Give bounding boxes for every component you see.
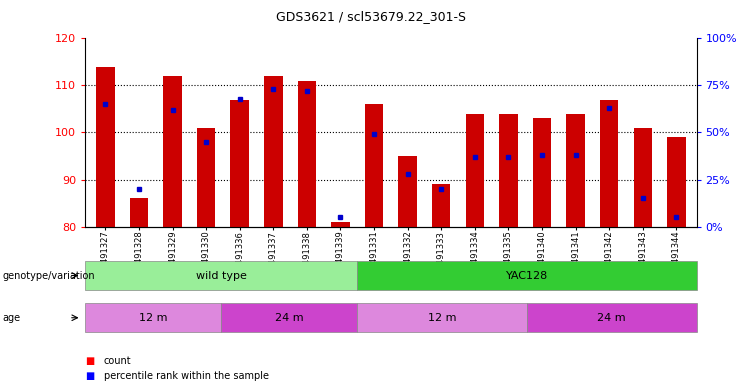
Bar <box>667 137 685 227</box>
Bar <box>499 114 518 227</box>
Bar <box>298 81 316 227</box>
Bar <box>365 104 383 227</box>
Bar <box>634 128 652 227</box>
Bar <box>96 67 115 227</box>
Bar <box>399 156 417 227</box>
Bar <box>432 184 451 227</box>
Text: 24 m: 24 m <box>275 313 303 323</box>
Text: wild type: wild type <box>196 270 247 281</box>
Bar <box>331 222 350 227</box>
Bar <box>465 114 484 227</box>
Text: 12 m: 12 m <box>139 313 167 323</box>
Text: age: age <box>2 313 20 323</box>
Text: percentile rank within the sample: percentile rank within the sample <box>104 371 269 381</box>
Text: ■: ■ <box>85 371 94 381</box>
Bar <box>264 76 282 227</box>
Bar <box>600 99 619 227</box>
Bar <box>197 128 216 227</box>
Bar <box>130 198 148 227</box>
Text: count: count <box>104 356 131 366</box>
Bar <box>566 114 585 227</box>
Text: YAC128: YAC128 <box>505 270 548 281</box>
Text: ■: ■ <box>85 356 94 366</box>
Bar <box>163 76 182 227</box>
Text: 24 m: 24 m <box>597 313 626 323</box>
Text: GDS3621 / scl53679.22_301-S: GDS3621 / scl53679.22_301-S <box>276 10 465 23</box>
Bar <box>230 99 249 227</box>
Text: genotype/variation: genotype/variation <box>2 270 95 281</box>
Bar <box>533 118 551 227</box>
Text: 12 m: 12 m <box>428 313 456 323</box>
